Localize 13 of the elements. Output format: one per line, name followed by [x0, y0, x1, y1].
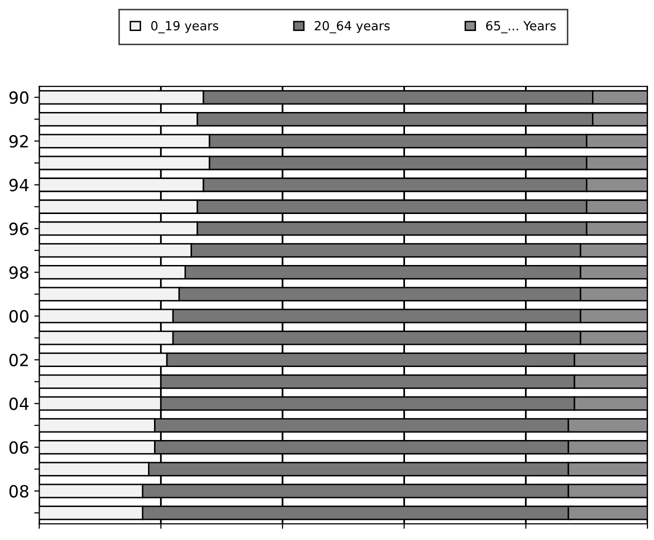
y-tick-label: 04 [9, 397, 29, 410]
y-tick-label: 06 [9, 441, 28, 454]
legend-label: 0_19 years [151, 21, 218, 34]
y-tick-label: 96 [9, 222, 28, 236]
legend-label: 65_... Years [486, 21, 556, 34]
legend-label: 20_64 years [314, 21, 390, 34]
y-tick-label: 00 [9, 310, 28, 323]
y-tick-label: 02 [9, 354, 28, 366]
y-tick-label: 94 [9, 178, 29, 192]
y-tick-label: 98 [9, 266, 28, 279]
y-tick-label: 08 [9, 484, 28, 498]
y-tick-label: 90 [9, 91, 28, 104]
y-tick-label: 92 [9, 135, 28, 148]
